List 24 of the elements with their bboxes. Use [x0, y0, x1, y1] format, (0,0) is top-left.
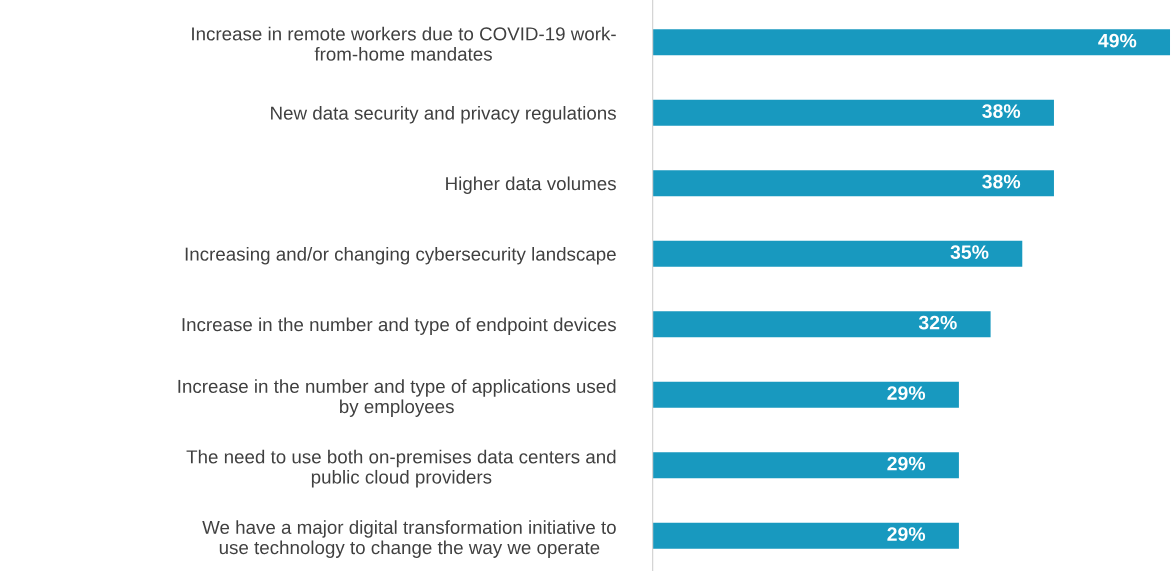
data-label: 29% — [887, 456, 926, 471]
data-label: 35% — [950, 245, 989, 260]
data-label: 29% — [887, 527, 926, 541]
data-label: 38% — [982, 104, 1021, 119]
bar — [652, 522, 959, 549]
bar — [652, 311, 991, 338]
y-tick-label: Higher data volumes — [446, 176, 616, 194]
data-label: 38% — [982, 174, 1021, 189]
bar — [652, 29, 1171, 56]
y-tick-label: We have a major digital transformation initiative to use technology to change the way we operate — [202, 520, 616, 558]
bar — [652, 452, 959, 479]
bar — [652, 99, 1054, 126]
y-tick-label: The need to use both on-premises data centers and public cloud providers — [186, 449, 616, 488]
y-tick-label: Increase in the number and type of endpoint devices — [182, 317, 616, 335]
y-tick-label: Increase in the number and type of applications used by employees — [178, 379, 616, 417]
bar — [652, 381, 959, 408]
y-tick-label: Increase in remote workers due to COVID-19 work- from-home mandates — [192, 26, 616, 61]
y-tick-label: Increasing and/or changing cybersecurity landscape — [185, 246, 616, 265]
data-label: 49% — [1098, 33, 1137, 48]
bar — [652, 170, 1054, 197]
bar — [652, 240, 1023, 267]
data-label: 32% — [918, 315, 957, 330]
data-label: 29% — [887, 386, 926, 400]
y-tick-label: New data security and privacy regulations — [271, 106, 616, 124]
